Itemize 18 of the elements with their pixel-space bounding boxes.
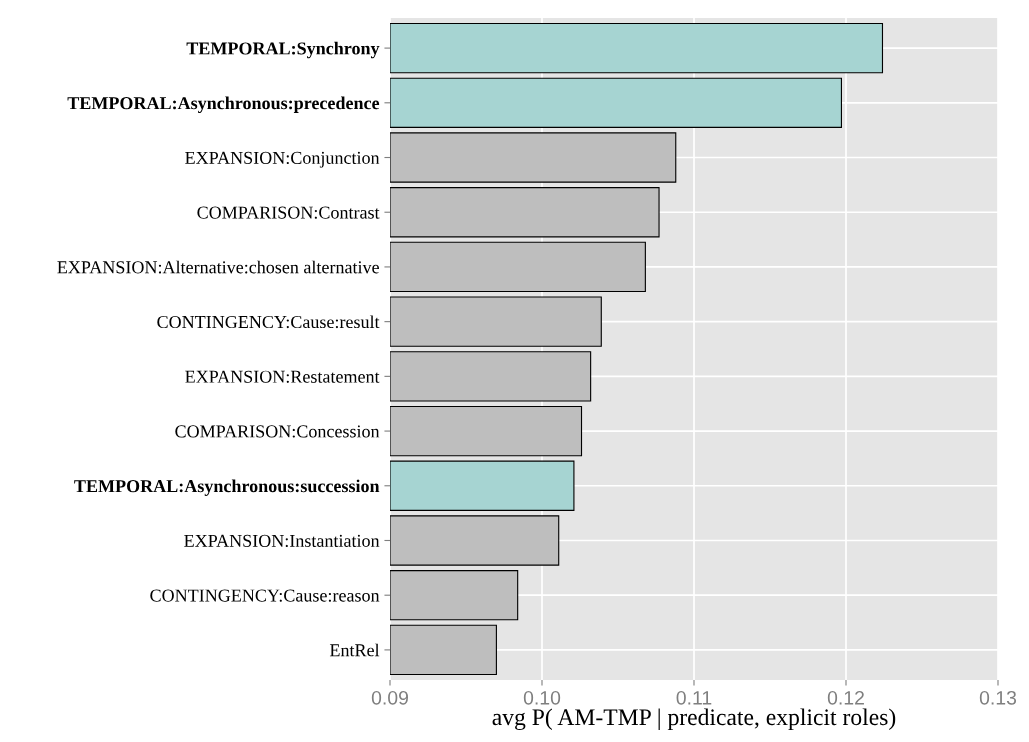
y-tick-label: TEMPORAL:Synchrony <box>186 41 380 59</box>
x-tick-label: 0.13 <box>979 690 1017 705</box>
x-tick-label: 0.11 <box>676 690 712 705</box>
y-tick-label: TEMPORAL:Asynchronous:succession <box>74 479 380 496</box>
y-tick-label: EXPANSION:Instantiation <box>184 534 380 548</box>
x-tick-label: 0.09 <box>371 690 408 705</box>
y-tick-label: EXPANSION:Restatement <box>185 370 380 383</box>
y-tick-label: EXPANSION:Conjunction <box>185 151 380 168</box>
y-tick-label: CONTINGENCY:Cause:result <box>157 315 380 329</box>
y-tick-label: COMPARISON:Contrast <box>197 206 380 219</box>
x-axis-title: avg P( AM-TMP | predicate, explicit roles) <box>492 708 896 731</box>
x-tick-label: 0.12 <box>827 690 864 705</box>
y-tick-label: EXPANSION:Alternative:chosen alternative <box>57 260 379 274</box>
y-tick-label: CONTINGENCY:Cause:reason <box>150 589 380 602</box>
y-tick-label: TEMPORAL:Asynchronous:precedence <box>67 96 380 113</box>
x-tick-label: 0.10 <box>523 690 561 705</box>
y-tick-label: EntRel <box>329 643 380 657</box>
y-tick-label: COMPARISON:Concession <box>175 425 380 438</box>
